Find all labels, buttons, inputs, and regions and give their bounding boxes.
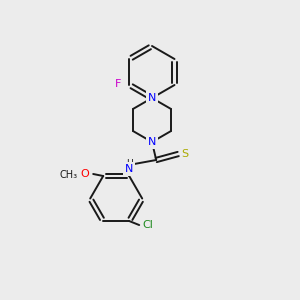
Text: N: N bbox=[148, 137, 156, 147]
Text: CH₃: CH₃ bbox=[59, 170, 77, 180]
Text: F: F bbox=[115, 79, 122, 89]
Text: S: S bbox=[182, 149, 189, 159]
Text: N: N bbox=[125, 164, 134, 174]
Text: N: N bbox=[148, 93, 156, 103]
Text: H: H bbox=[126, 158, 133, 167]
Text: Cl: Cl bbox=[143, 220, 154, 230]
Text: O: O bbox=[81, 169, 90, 179]
